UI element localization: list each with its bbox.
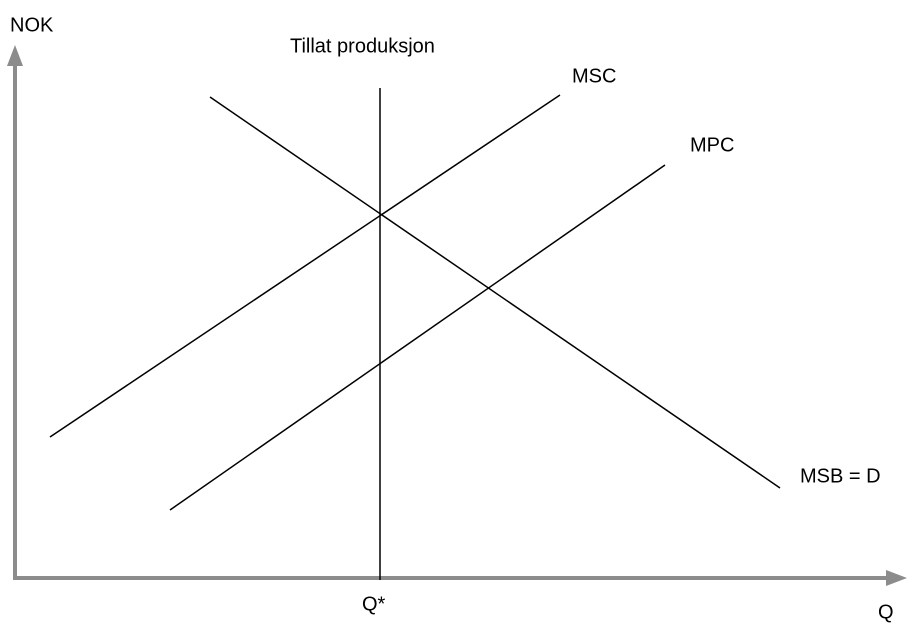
- mpc-line: [169, 164, 666, 511]
- q-star-label: Q*: [362, 593, 386, 615]
- y-axis-label: NOK: [10, 14, 54, 36]
- x-axis-arrow: [886, 570, 907, 586]
- line-label: Tillat produksjon: [290, 35, 435, 57]
- y-axis-arrow: [7, 45, 23, 66]
- line-label: MSC: [572, 65, 616, 87]
- line-label: MSB = D: [800, 465, 881, 487]
- x-axis-label: Q: [878, 601, 894, 623]
- line-label: MPC: [690, 134, 734, 156]
- msc-line: [49, 94, 561, 438]
- msb-line: [209, 96, 781, 489]
